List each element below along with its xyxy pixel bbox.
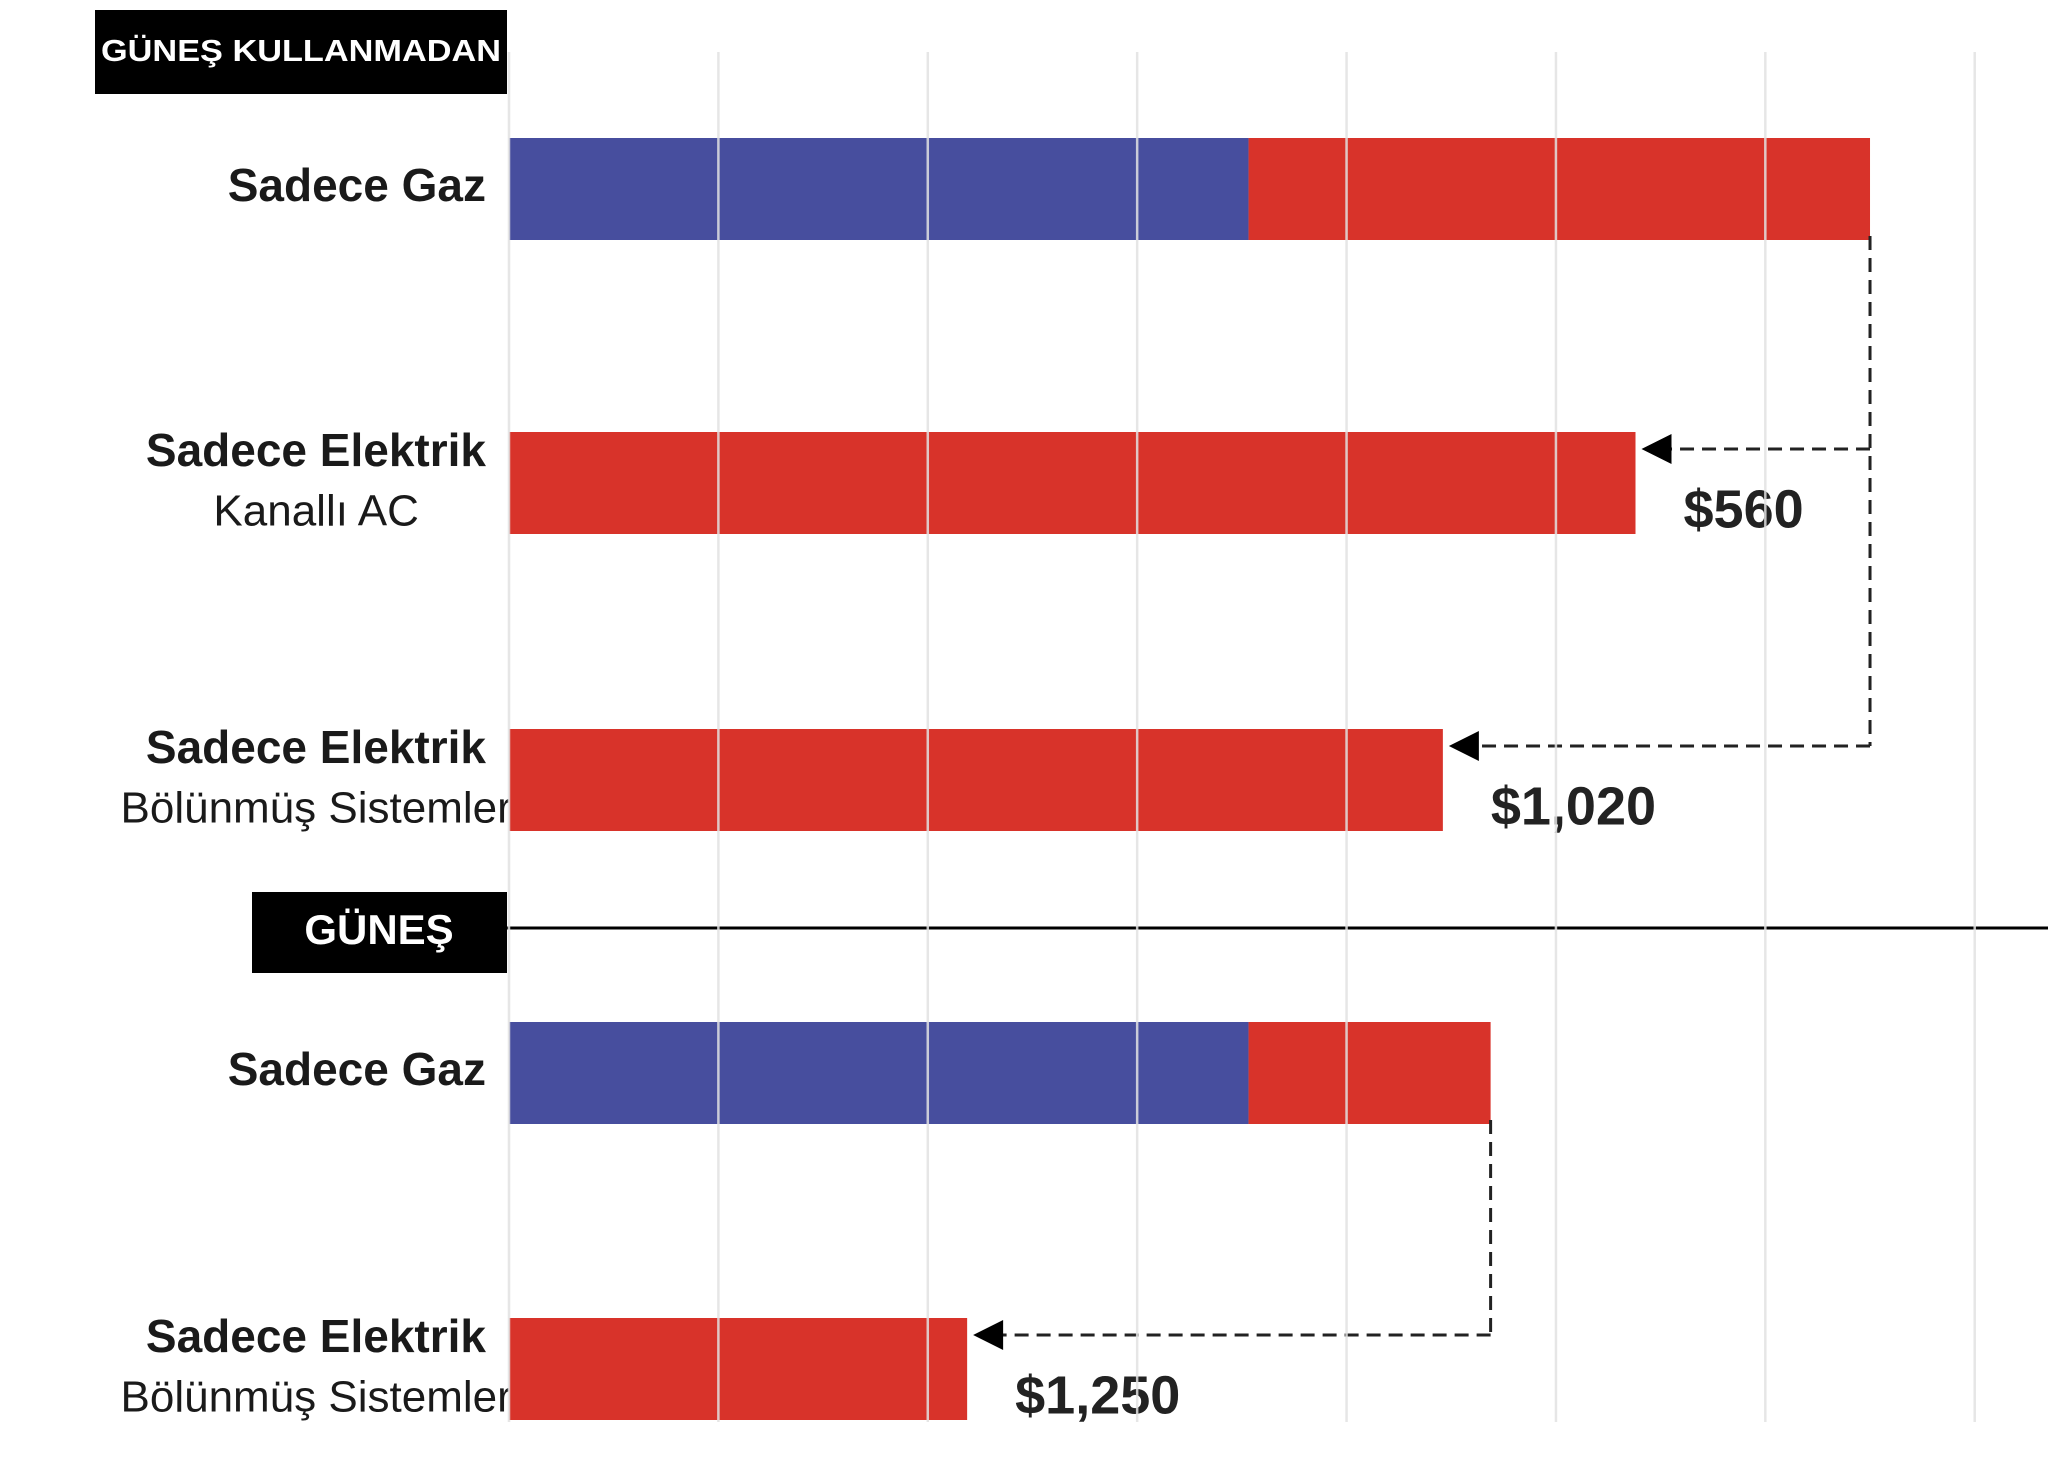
arrow-head — [973, 1320, 1004, 1350]
bar-segment — [509, 1022, 1249, 1124]
savings-label: $1,020 — [1491, 776, 1656, 836]
savings-label: $1,250 — [1015, 1365, 1180, 1425]
category-label: Kanallı AC — [213, 487, 418, 536]
category-label: Bölünmüş Sistemler — [121, 784, 512, 833]
category-label: Bölünmüş Sistemler — [121, 1373, 512, 1422]
arrow-head — [1641, 434, 1672, 464]
category-label: Sadece Elektrik — [146, 721, 487, 773]
group-header-box — [252, 892, 507, 973]
category-label: Sadece Elektrik — [146, 424, 487, 476]
bar-segment — [509, 1318, 968, 1420]
bar-segment — [509, 729, 1443, 831]
bar-segment — [509, 138, 1249, 240]
category-label: Sadece Gaz — [228, 1043, 486, 1095]
group-header: GÜNEŞ KULLANMADAN — [101, 33, 501, 68]
bar-segment — [1248, 1022, 1491, 1124]
savings-label: $560 — [1684, 479, 1804, 539]
bar-segment — [509, 432, 1636, 534]
bar-segment — [1248, 138, 1871, 240]
group-header: GÜNEŞ — [304, 906, 453, 953]
group-header-box — [95, 10, 507, 94]
arrow-head — [1448, 731, 1479, 761]
category-label: Sadece Elektrik — [146, 1310, 487, 1362]
category-label: Sadece Gaz — [228, 159, 486, 211]
